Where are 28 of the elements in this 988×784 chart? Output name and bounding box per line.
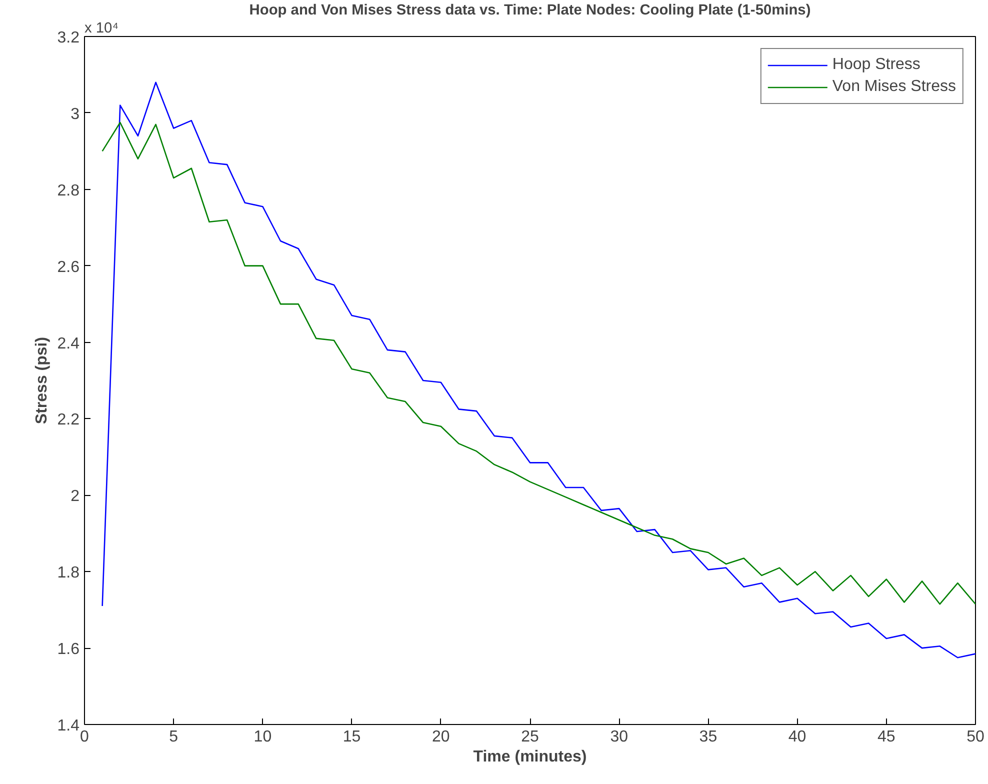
- x-tick-label: 50: [966, 728, 984, 746]
- y-tick-label: 3: [70, 106, 80, 123]
- x-tick-label: 40: [788, 728, 806, 746]
- x-tick-label: 0: [80, 728, 90, 746]
- x-tick-label: 45: [878, 728, 896, 746]
- y-tick-label: 3.2: [57, 30, 80, 46]
- x-tick-label: 30: [610, 728, 628, 746]
- legend-label: Hoop Stress: [832, 56, 920, 74]
- x-tick-label: 5: [169, 728, 178, 746]
- annotation: x 10⁴: [84, 20, 118, 36]
- y-tick-label: 1.4: [57, 718, 80, 734]
- y-tick-label: 1.6: [57, 641, 80, 658]
- legend-label: Von Mises Stress: [832, 78, 956, 96]
- y-tick-label: 2.6: [57, 258, 80, 276]
- x-tick-label: 15: [342, 728, 361, 746]
- y-tick-label: 1.8: [57, 564, 80, 582]
- y-tick-label: 2: [70, 488, 80, 506]
- line-series: [102, 122, 976, 605]
- x-tick-label: 35: [699, 728, 718, 746]
- x-tick-label: 20: [432, 728, 450, 746]
- y-tick-label: 2.4: [57, 335, 80, 352]
- x-tick-label: 10: [254, 728, 272, 746]
- y-tick-label: 2.8: [57, 182, 80, 200]
- y-axis-title: Stress (psi): [33, 336, 50, 424]
- x-tick-label: 25: [521, 728, 539, 746]
- y-tick-label: 2.2: [57, 412, 80, 429]
- x-axis-title: Time (minutes): [473, 748, 587, 766]
- chart-title: Hoop and Von Mises Stress data vs. Time: Plate Nodes: Cooling Plate (1-50mins): [249, 2, 811, 18]
